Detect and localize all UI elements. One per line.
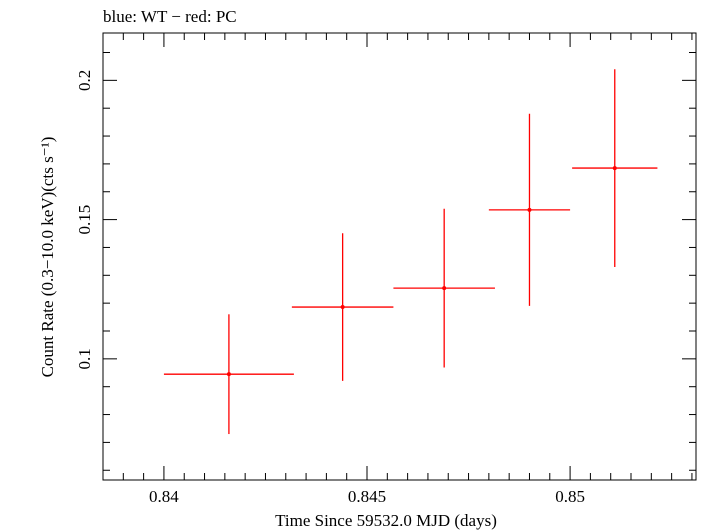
x-axis-ticks: 0.84 0.845 0.85 — [102, 33, 693, 506]
data-point — [163, 314, 294, 435]
point-marker — [612, 166, 617, 171]
point-marker — [527, 207, 532, 212]
y-axis-label: Count Rate (0.3−10.0 keV)(cts s⁻¹) — [38, 137, 57, 378]
x-tick-label: 0.845 — [348, 487, 386, 506]
data-points — [163, 69, 658, 435]
x-tick-label: 0.85 — [555, 487, 585, 506]
point-marker — [340, 305, 345, 310]
y-tick-label: 0.1 — [75, 348, 94, 369]
y-axis-ticks: 0.1 0.15 0.2 — [75, 51, 696, 471]
point-marker — [226, 372, 231, 377]
plot-frame — [102, 32, 697, 481]
point-marker — [442, 286, 447, 291]
data-point — [291, 233, 394, 381]
x-axis-label: Time Since 59532.0 MJD (days) — [275, 511, 497, 530]
data-point — [393, 208, 495, 368]
y-tick-label: 0.15 — [75, 205, 94, 235]
chart-title: blue: WT − red: PC — [103, 7, 237, 26]
data-point — [488, 113, 571, 306]
x-tick-label: 0.84 — [149, 487, 179, 506]
y-tick-label: 0.2 — [75, 70, 94, 91]
data-point — [572, 69, 658, 267]
